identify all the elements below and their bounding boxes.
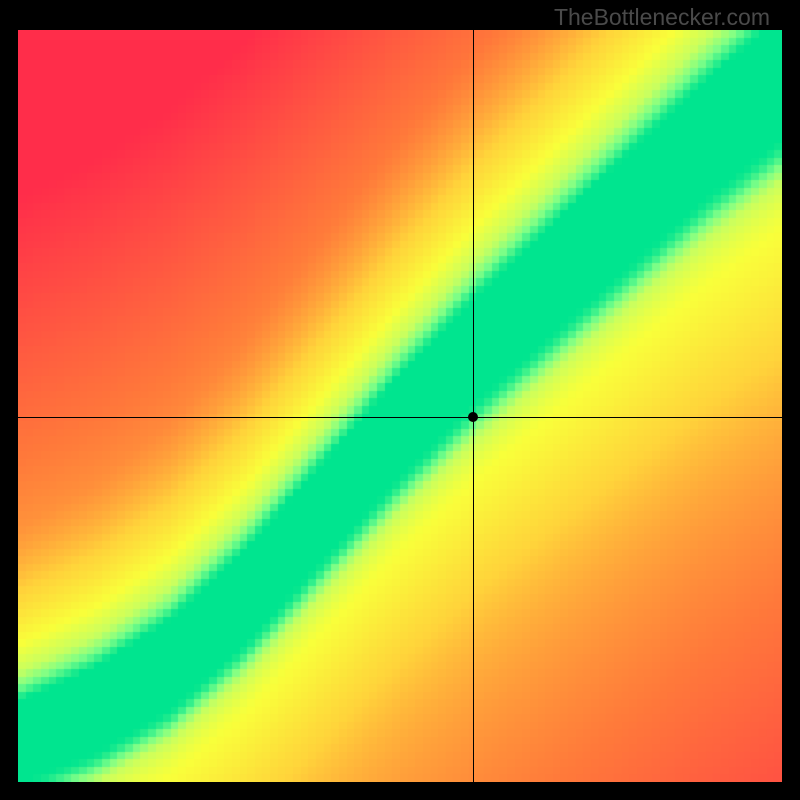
heatmap-canvas [18,30,782,782]
chart-container: TheBottlenecker.com [0,0,800,800]
crosshair-marker [468,412,478,422]
crosshair-horizontal [18,417,782,418]
watermark-text: TheBottlenecker.com [554,4,770,31]
crosshair-vertical [473,30,474,782]
plot-area [18,30,782,782]
